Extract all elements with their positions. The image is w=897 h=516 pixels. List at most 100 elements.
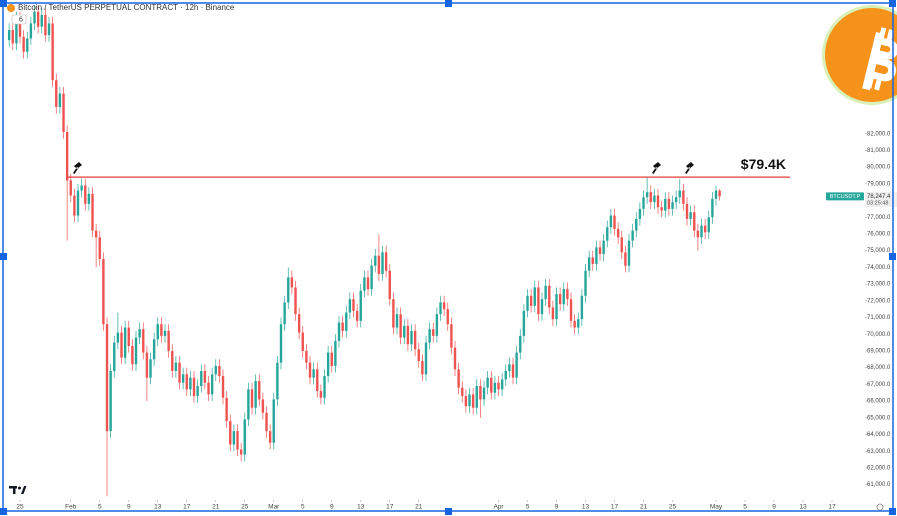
candle-body [91, 193, 94, 231]
y-tick-label: 72,000.0 [867, 298, 891, 304]
candle-body [533, 287, 536, 306]
candle-body [160, 324, 163, 336]
candle-body [475, 386, 478, 408]
candle-body [682, 190, 685, 204]
hammer-icon [685, 162, 694, 174]
candle-body [457, 369, 460, 388]
candle-body [84, 185, 87, 204]
symbol-icon [7, 4, 15, 12]
logo-bowl-top [870, 35, 897, 60]
candle-body [435, 314, 439, 336]
candle-body [410, 330, 413, 345]
y-tick-label: 81,000.0 [867, 148, 891, 154]
candle-body [178, 362, 181, 383]
y-tick-label: 80,000.0 [867, 165, 891, 171]
handle[interactable] [0, 508, 7, 515]
candle-body [239, 449, 243, 455]
handle[interactable] [889, 253, 896, 260]
candle-body [22, 36, 25, 52]
logo-tick [879, 27, 887, 39]
candle-body [526, 295, 529, 311]
candle-body [573, 320, 576, 328]
candle-body [98, 237, 101, 260]
candle-body [36, 11, 40, 27]
candle-body [635, 218, 638, 231]
candle-body [65, 132, 69, 181]
candle-body [399, 314, 402, 338]
candle-body [326, 352, 330, 377]
candle-body [711, 198, 714, 218]
candle-body [138, 329, 141, 338]
candle-body [145, 352, 149, 378]
candle-body [693, 212, 696, 231]
candle-body [500, 379, 504, 390]
candle-body [511, 364, 515, 378]
candle-body [392, 299, 395, 328]
x-tick-label: 5 [98, 504, 102, 511]
handle[interactable] [445, 508, 452, 515]
candle-body [207, 382, 210, 395]
candle-body [685, 203, 689, 219]
badge[interactable]: 6 [19, 16, 23, 23]
candle-body [305, 350, 308, 363]
logo-symbol [862, 27, 897, 91]
candle-body [142, 329, 145, 353]
x-tick-label: 9 [772, 504, 776, 511]
candle-body [308, 362, 312, 378]
handle[interactable] [889, 0, 896, 7]
candle-body [40, 15, 43, 27]
candle-body [616, 228, 620, 238]
handle[interactable] [445, 0, 452, 7]
candle-body [631, 230, 634, 241]
y-tick-label: 65,000.0 [867, 415, 891, 421]
y-tick-label: 64,000.0 [867, 432, 891, 438]
candle-body [584, 270, 587, 296]
candle-body [453, 347, 457, 370]
candle-body [580, 295, 584, 320]
candle-body [171, 350, 174, 371]
candle-body [461, 387, 464, 397]
candle-body [508, 364, 511, 371]
x-tick-label: 17 [828, 504, 836, 511]
badge-box [11, 14, 27, 25]
candle-body [602, 240, 605, 255]
candle-body [363, 277, 366, 291]
candle-body [156, 324, 159, 340]
countdown: 03:25:48 [867, 200, 888, 206]
candle-body [319, 391, 323, 398]
candle-body [200, 370, 203, 387]
candle-body [703, 225, 707, 233]
handle[interactable] [0, 253, 7, 260]
handle[interactable] [0, 0, 7, 7]
level-label: $79.4K [741, 156, 786, 172]
candle-body [381, 252, 384, 275]
y-tick-label: 68,000.0 [867, 365, 891, 371]
candle-body [352, 299, 355, 311]
tradingview-logo [9, 486, 27, 494]
candle-body [134, 337, 138, 365]
candle-body [667, 198, 671, 209]
handle[interactable] [889, 508, 896, 515]
tv-slash [21, 486, 27, 494]
candle-body [479, 386, 482, 400]
candle-body [102, 259, 105, 325]
hammer-icons [73, 162, 694, 174]
candle-body [403, 325, 406, 338]
candle-body [243, 419, 246, 455]
x-tick-label: 9 [127, 504, 131, 511]
price-tag: 78,247.4 [867, 194, 891, 200]
candle-body [642, 197, 645, 209]
candle-body [330, 352, 333, 366]
candle-body [283, 302, 286, 325]
settings-icon[interactable] [876, 503, 884, 511]
candle-body [167, 330, 170, 351]
candle-body [428, 329, 431, 343]
candle-body [116, 332, 120, 343]
candle-body [707, 217, 710, 233]
candle-body [323, 376, 326, 398]
candle-body [558, 294, 562, 305]
tv-stem [13, 486, 16, 494]
x-tick-label: 21 [415, 504, 423, 511]
candle-body [203, 370, 207, 383]
